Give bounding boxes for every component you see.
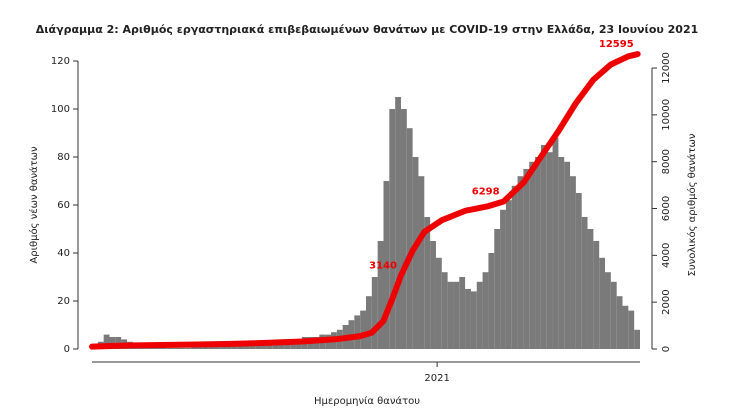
bar: [430, 241, 436, 349]
bar: [441, 272, 448, 349]
bar: [581, 217, 588, 349]
bar: [540, 145, 547, 349]
y2-tick-label: 10000: [661, 99, 672, 131]
bar: [103, 334, 110, 349]
bar: [476, 281, 483, 349]
bar: [400, 109, 407, 349]
bar: [570, 176, 576, 349]
y2-tick-label: 4000: [661, 243, 672, 268]
bar: [523, 169, 530, 349]
bar: [500, 209, 506, 349]
bar: [371, 277, 378, 349]
x-axis-label: Ημερομηνία θανάτου: [314, 395, 420, 407]
y-axis-label: Αριθμός νέων θανάτων: [28, 146, 40, 264]
bar: [628, 310, 635, 349]
bar: [488, 253, 495, 349]
bar: [529, 161, 536, 349]
bar: [605, 272, 611, 349]
y2-tick-label: 0: [661, 346, 672, 352]
y2-tick-label: 8000: [661, 149, 672, 174]
bar: [599, 257, 606, 349]
bar: [167, 347, 174, 349]
bar: [447, 281, 454, 349]
bar: [249, 344, 256, 349]
data-label: 3140: [369, 260, 397, 271]
bar: [354, 315, 361, 349]
bar: [406, 128, 413, 349]
bar: [360, 310, 366, 349]
bar: [412, 157, 419, 349]
bar: [395, 97, 401, 349]
bar: [418, 176, 425, 349]
chart-title: Διάγραμμα 2: Αριθμός εργαστηριακά επιβεβ…: [36, 23, 699, 36]
y-tick-label: 60: [57, 200, 70, 211]
cumulative-line: [89, 51, 641, 350]
bar: [389, 109, 396, 349]
bar: [226, 346, 232, 349]
y2-tick-label: 12000: [661, 52, 672, 84]
bar: [552, 137, 559, 349]
bar: [179, 347, 186, 349]
bar: [231, 346, 238, 349]
bar: [366, 296, 372, 349]
bar: [191, 346, 197, 349]
bar: [196, 346, 203, 349]
x-tick-label: 2021: [424, 373, 449, 384]
bar: [616, 296, 623, 349]
bar: [185, 347, 192, 349]
bar: [377, 241, 384, 349]
bar: [511, 185, 518, 349]
bar: [173, 347, 180, 349]
y-tick-label: 100: [51, 104, 70, 115]
bar: [505, 200, 512, 349]
bar: [593, 241, 600, 349]
bar: [208, 346, 215, 349]
bar: [517, 176, 524, 349]
bar: [610, 281, 617, 349]
y2-tick-label: 2000: [661, 289, 672, 314]
bar: [453, 281, 460, 349]
bar: [470, 291, 477, 349]
bar: [214, 346, 221, 349]
bar: [465, 289, 471, 349]
bar: [564, 161, 571, 349]
y-tick-label: 120: [51, 56, 70, 67]
data-label: 6298: [472, 187, 500, 198]
y-tick-label: 0: [64, 344, 70, 355]
bar: [424, 217, 431, 349]
bar: [243, 344, 250, 349]
y-tick-label: 80: [57, 152, 70, 163]
bar: [202, 346, 209, 349]
y-tick-label: 40: [57, 248, 70, 259]
bar: [435, 257, 442, 349]
bar: [575, 193, 582, 349]
data-label: 12595: [599, 39, 634, 50]
bar: [558, 157, 565, 349]
bar: [459, 277, 466, 349]
bar: [220, 346, 227, 349]
bar: [383, 181, 390, 349]
bar: [587, 229, 594, 349]
bar: [494, 229, 501, 349]
bar: [634, 329, 640, 349]
y2-axis-label: Συνολικός αριθμός θανάτων: [686, 133, 698, 276]
y2-tick-label: 6000: [661, 196, 672, 221]
y-tick-label: 20: [57, 296, 70, 307]
bar: [161, 347, 168, 349]
bar: [546, 152, 553, 349]
bar: [622, 305, 629, 349]
bar: [535, 157, 541, 349]
bar: [482, 272, 489, 349]
